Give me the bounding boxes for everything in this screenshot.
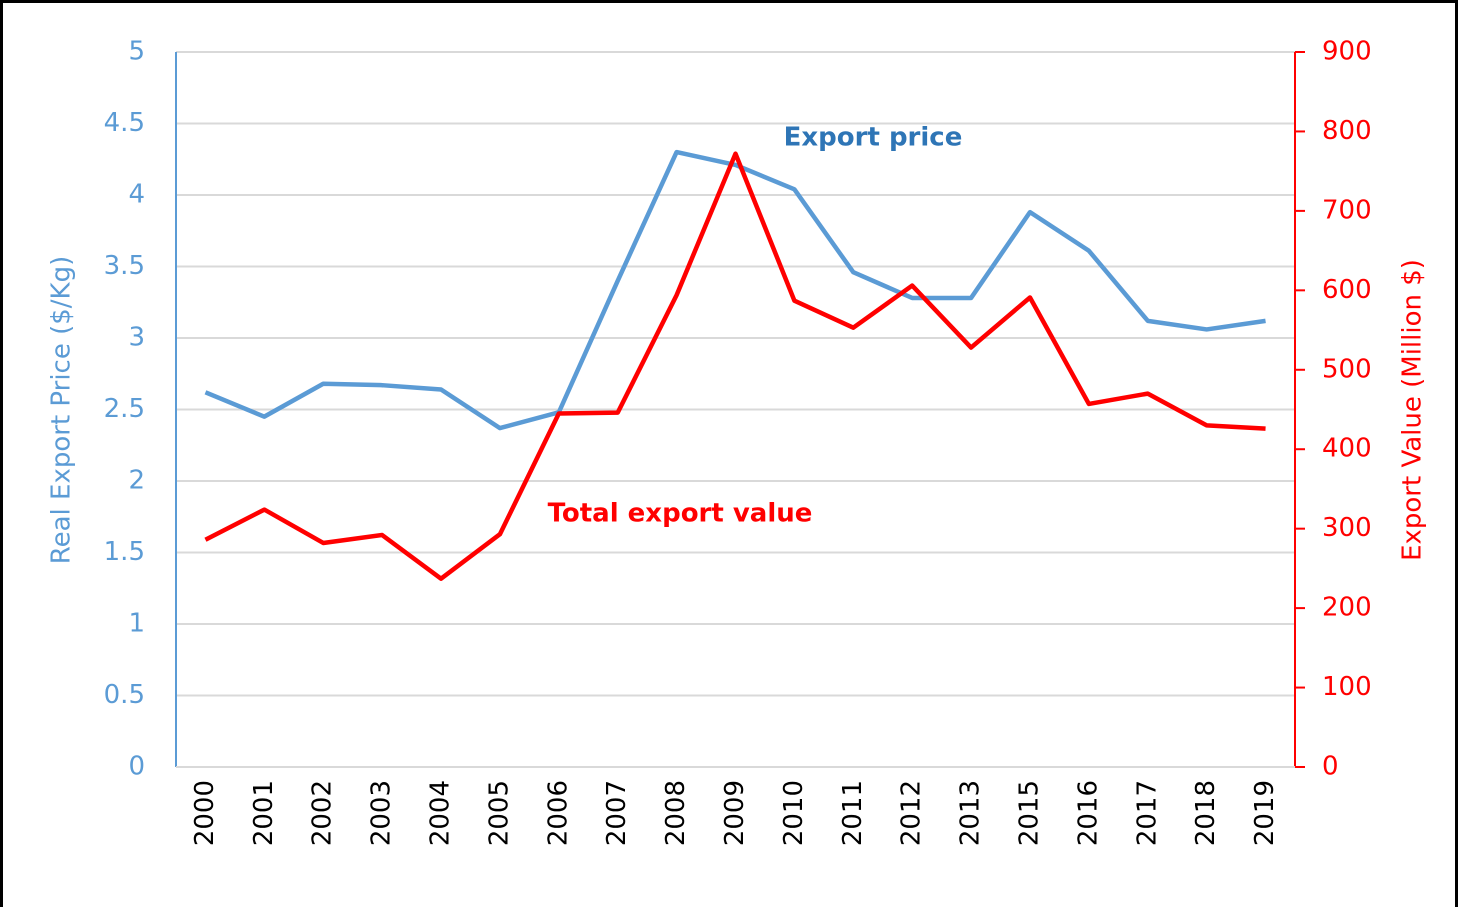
x-tick-label: 2007 bbox=[602, 780, 632, 846]
y2-tick-label: 900 bbox=[1322, 37, 1372, 67]
y-tick-label: 2.5 bbox=[104, 394, 145, 424]
x-tick-label: 2016 bbox=[1073, 780, 1103, 846]
y-tick-label: 0.5 bbox=[104, 680, 145, 710]
y-tick-label: 4 bbox=[128, 180, 145, 210]
x-tick-label: 2004 bbox=[426, 780, 456, 846]
x-tick-label: 2015 bbox=[1014, 780, 1044, 846]
y-tick-label: 3.5 bbox=[104, 251, 145, 281]
y-tick-label: 2 bbox=[128, 466, 145, 496]
series-line bbox=[204, 151, 1266, 581]
x-tick-label: 2005 bbox=[484, 780, 514, 846]
y2-tick-label: 300 bbox=[1322, 513, 1372, 543]
y-tick-label: 5 bbox=[128, 37, 145, 67]
y2-tick-label: 600 bbox=[1322, 275, 1372, 305]
y-tick-label: 4.5 bbox=[104, 108, 145, 138]
x-tick-label: 2000 bbox=[190, 780, 220, 846]
y-tick-label: 3 bbox=[128, 323, 145, 353]
x-tick-label: 2019 bbox=[1250, 780, 1280, 846]
y-axis-label: Real Export Price ($/Kg) bbox=[47, 256, 77, 565]
y2-tick-label: 200 bbox=[1322, 593, 1372, 623]
y2-tick-label: 800 bbox=[1322, 116, 1372, 146]
x-tick-label: 2018 bbox=[1191, 780, 1221, 846]
x-tick-label: 2017 bbox=[1132, 780, 1162, 846]
series-line bbox=[204, 149, 1266, 431]
y2-tick-label: 0 bbox=[1322, 752, 1339, 782]
x-tick-label: 2012 bbox=[897, 780, 927, 846]
y-tick-label: 1 bbox=[128, 609, 145, 639]
x-tick-label: 2001 bbox=[249, 780, 279, 846]
x-tick-label: 2009 bbox=[720, 780, 750, 846]
x-tick-label: 2003 bbox=[367, 780, 397, 846]
x-tick-label: 2002 bbox=[308, 780, 338, 846]
x-tick-label: 2010 bbox=[779, 780, 809, 846]
x-tick-label: 2011 bbox=[838, 780, 868, 846]
x-tick-label: 2013 bbox=[956, 780, 986, 846]
y2-tick-label: 400 bbox=[1322, 434, 1372, 464]
y2-tick-label: 700 bbox=[1322, 195, 1372, 225]
x-tick-label: 2008 bbox=[661, 780, 691, 846]
y2-tick-label: 500 bbox=[1322, 354, 1372, 384]
series-label: Total export value bbox=[548, 499, 813, 529]
y-tick-label: 1.5 bbox=[104, 537, 145, 567]
y2-tick-label: 100 bbox=[1322, 672, 1372, 702]
y-tick-label: 0 bbox=[128, 752, 145, 782]
y2-axis-label: Export Value (Million $) bbox=[1398, 259, 1428, 561]
series-label: Export price bbox=[784, 123, 963, 153]
x-tick-label: 2006 bbox=[543, 780, 573, 846]
